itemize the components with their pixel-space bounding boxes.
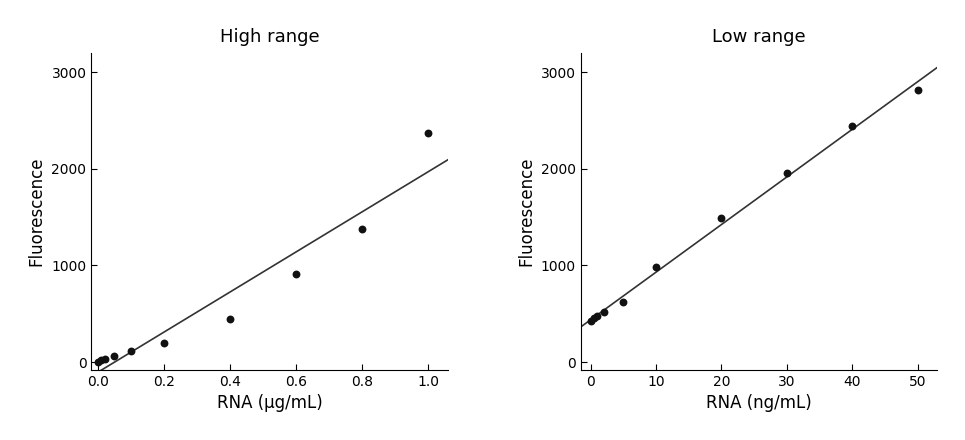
X-axis label: RNA (ng/mL): RNA (ng/mL) bbox=[706, 394, 812, 412]
Y-axis label: Fluorescence: Fluorescence bbox=[28, 157, 45, 266]
Y-axis label: Fluorescence: Fluorescence bbox=[517, 157, 536, 266]
Point bbox=[94, 357, 109, 364]
Point bbox=[590, 312, 605, 319]
Point bbox=[779, 169, 794, 176]
Point bbox=[354, 225, 370, 232]
Point bbox=[222, 315, 237, 322]
Point bbox=[910, 86, 925, 93]
Point bbox=[596, 308, 612, 315]
Point bbox=[156, 339, 172, 346]
Point bbox=[420, 129, 435, 136]
Point bbox=[96, 355, 112, 362]
Title: Low range: Low range bbox=[712, 28, 806, 46]
Point bbox=[714, 215, 730, 222]
Point bbox=[844, 123, 860, 130]
Point bbox=[648, 264, 664, 271]
Point bbox=[90, 358, 105, 365]
X-axis label: RNA (μg/mL): RNA (μg/mL) bbox=[217, 394, 322, 412]
Point bbox=[289, 271, 304, 278]
Point bbox=[586, 315, 601, 322]
Point bbox=[107, 352, 123, 359]
Point bbox=[616, 299, 631, 306]
Title: High range: High range bbox=[220, 28, 319, 46]
Point bbox=[583, 318, 598, 325]
Point bbox=[124, 348, 139, 355]
